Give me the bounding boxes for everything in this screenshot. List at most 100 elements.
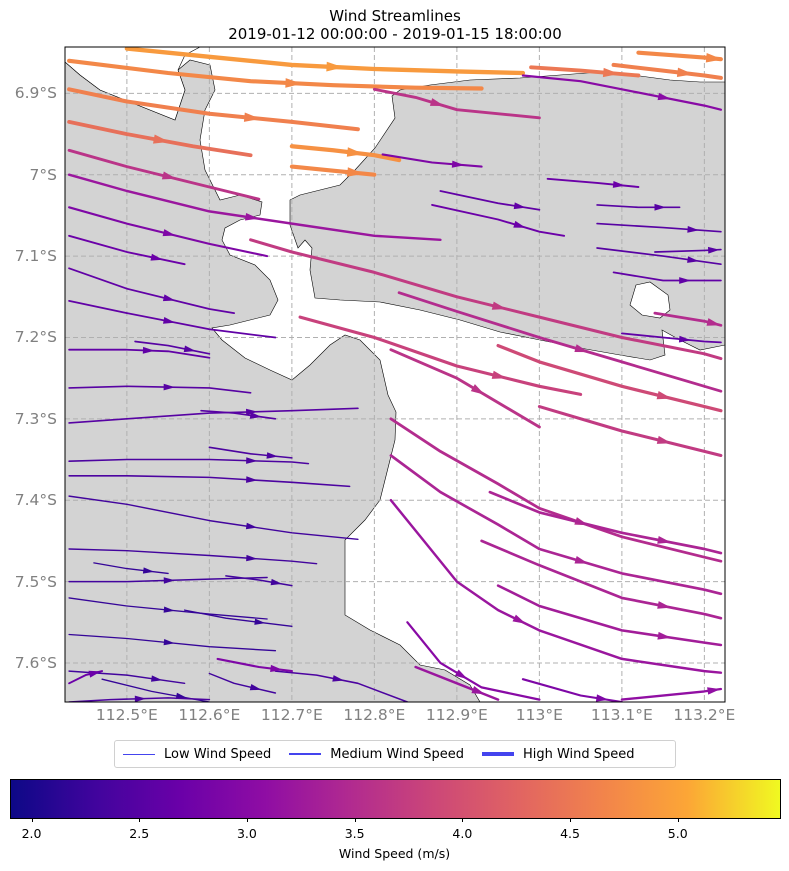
chart-title: Wind Streamlines (329, 7, 461, 25)
streamline-arrow (270, 578, 282, 586)
y-tick-label: 7°S (29, 165, 57, 184)
legend-label-high: High Wind Speed (522, 746, 635, 762)
streamline-arrow (88, 670, 101, 678)
streamline-arrow (163, 577, 175, 584)
legend-label-low: Low Wind Speed (164, 746, 272, 762)
colorbar-tick-label: 3.5 (344, 826, 365, 841)
streamline-arrow (162, 229, 176, 237)
streamline (496, 343, 723, 413)
streamline-arrow (705, 53, 723, 63)
streamline-arrow (491, 370, 507, 379)
streamline-arrow (134, 695, 147, 702)
streamline-arrow (183, 345, 196, 353)
streamline (596, 247, 722, 266)
streamline (389, 454, 723, 596)
land-madura (289, 71, 725, 361)
streamline-arrow (657, 92, 671, 101)
streamline-arrow (246, 554, 258, 562)
streamline-arrow (249, 412, 262, 419)
streamline-arrow (654, 203, 666, 211)
legend-label-medium: Medium Wind Speed (330, 746, 464, 762)
streamline (521, 74, 723, 111)
colorbar-tick-label: 4.0 (452, 826, 473, 841)
streamline-arrow (285, 78, 302, 88)
streamline-arrow (266, 452, 279, 459)
streamline (488, 490, 723, 555)
streamline-arrow (656, 435, 672, 444)
y-tick-label: 7.1°S (14, 247, 57, 266)
legend-item-medium: Medium Wind Speed (289, 747, 464, 762)
streamline (381, 153, 483, 168)
streamline-arrow (326, 61, 344, 72)
streamline-arrow (246, 408, 258, 416)
streamline-arrow (270, 664, 283, 672)
colorbar-tick-label: 3.0 (236, 826, 257, 841)
x-tick-label: 112.9°E (425, 706, 488, 724)
legend-item-low: Low Wind Speed (123, 747, 271, 762)
streamline-arrow (346, 147, 364, 157)
streamline (68, 548, 318, 565)
streamline-arrow (657, 536, 672, 544)
streamline (183, 609, 293, 627)
streamline (298, 315, 583, 396)
legend-swatch-medium (289, 753, 322, 755)
streamline-arrow (454, 669, 468, 680)
streamline-arrow (429, 98, 445, 106)
streamline-arrow (346, 167, 364, 177)
streamline (68, 475, 351, 488)
y-tick-label: 7.3°S (14, 409, 57, 428)
streamline (496, 584, 723, 647)
streamline-arrow (687, 256, 699, 263)
streamline (68, 234, 186, 266)
streamline-arrow (161, 171, 177, 180)
colorbar-tick (462, 818, 464, 822)
streamline-arrow (142, 567, 155, 574)
streamline-arrow (656, 391, 672, 400)
streamline-arrow (246, 457, 258, 464)
colorbar-tick-label: 2.5 (129, 826, 150, 841)
streamline-arrow (470, 384, 485, 395)
streamline-arrow (602, 67, 620, 78)
streamline-arrow (657, 601, 672, 609)
streamline (596, 222, 722, 233)
x-tick-label: 113.2°E (673, 706, 736, 724)
streamline-arrow (574, 344, 589, 353)
streamline-arrow (679, 277, 691, 284)
streamline (200, 409, 277, 420)
x-tick-label: 112.7°E (260, 706, 323, 724)
streamline-arrow (249, 684, 262, 691)
streamline-arrow (163, 317, 176, 324)
y-tick-label: 7.2°S (14, 328, 57, 347)
streamline (208, 672, 277, 694)
streamline-arrow (332, 675, 344, 682)
x-tick-label: 112.5°E (95, 706, 158, 724)
colorbar-tick (246, 818, 248, 822)
colorbar (10, 779, 781, 819)
colorbar-tick-label: 2.0 (21, 826, 42, 841)
streamline (134, 340, 211, 355)
streamline-arrow (162, 294, 176, 302)
streamline-arrow (246, 476, 258, 483)
streamline (68, 407, 359, 424)
streamline-arrow (595, 694, 609, 702)
colorbar-tick-label: 5.0 (667, 826, 688, 841)
map-plot (64, 46, 726, 703)
streamline-arrow (163, 639, 175, 646)
streamline-arrow (678, 335, 691, 343)
streamline (68, 495, 359, 541)
x-tick-label: 112.8°E (343, 706, 406, 724)
plot-frame (64, 46, 726, 703)
streamline-arrow (150, 253, 163, 261)
streamline-arrow (612, 181, 625, 188)
streamline-arrow (153, 134, 170, 144)
legend: Low Wind Speed Medium Wind Speed High Wi… (114, 740, 676, 768)
land-java-north (65, 47, 481, 702)
streamline (529, 65, 641, 78)
streamline (480, 539, 723, 620)
streamline-arrow (707, 687, 721, 695)
legend-swatch-low (123, 753, 155, 755)
y-tick-label: 6.9°S (14, 84, 57, 103)
streamline-arrow (574, 556, 589, 564)
legend-swatch-high (481, 752, 514, 756)
streamline (68, 458, 310, 465)
